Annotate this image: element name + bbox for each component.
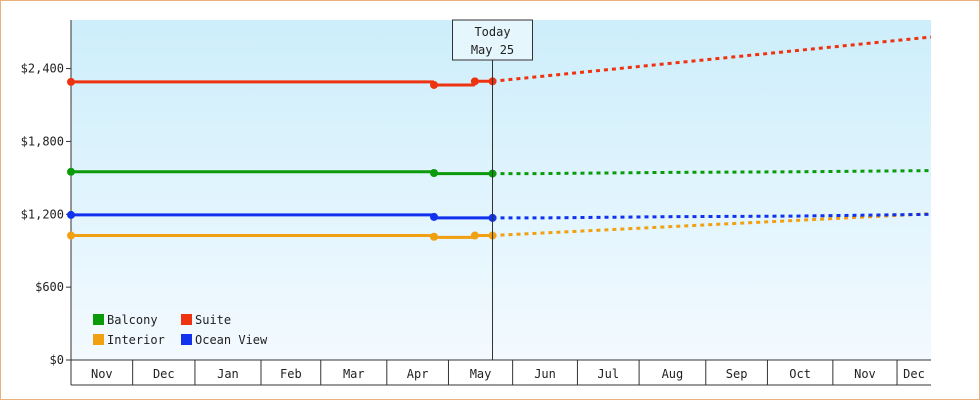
x-tick-label: Nov: [91, 367, 113, 381]
legend-label[interactable]: Balcony: [107, 313, 158, 327]
y-tick-label: $600: [35, 280, 64, 294]
today-box: [452, 19, 534, 61]
y-tick-label: $1,200: [21, 207, 64, 221]
series-point[interactable]: [429, 232, 438, 241]
series-point[interactable]: [429, 80, 438, 89]
x-tick-label: Nov: [854, 367, 876, 381]
x-tick-label: Dec: [903, 367, 925, 381]
y-axis: $0 $600 $1,200 $1,800 $2,400: [21, 20, 72, 367]
legend: Balcony Suite Interior Ocean View: [93, 313, 268, 347]
plot-area: [71, 20, 931, 360]
x-tick-label: May: [470, 367, 492, 381]
y-tick-label: $1,800: [21, 134, 64, 148]
x-tick-label: Oct: [789, 367, 811, 381]
x-tick-label: Jan: [217, 367, 239, 381]
series-forecast-line: [492, 212, 932, 220]
series-point[interactable]: [470, 77, 479, 86]
series-interior: [67, 212, 932, 241]
legend-label[interactable]: Interior: [107, 333, 165, 347]
series-suite: [67, 35, 932, 89]
x-tick-label: Jul: [597, 367, 619, 381]
series-point[interactable]: [67, 231, 75, 240]
series-forecast-line: [492, 212, 932, 237]
y-tick-label: $2,400: [21, 62, 64, 76]
series-point[interactable]: [67, 167, 75, 176]
series-point[interactable]: [67, 210, 75, 219]
series-ocean-view: [67, 210, 932, 222]
x-tick-label: Aug: [662, 367, 684, 381]
series-forecast-line: [492, 169, 932, 176]
series-point[interactable]: [67, 77, 75, 86]
x-tick-label: Feb: [280, 367, 302, 381]
today-label: Today: [474, 25, 510, 39]
today-marker: Today May 25: [452, 19, 534, 360]
x-tick-label: Apr: [407, 367, 429, 381]
x-tick-label: Mar: [343, 367, 365, 381]
y-tick-label: $0: [50, 353, 64, 367]
legend-label[interactable]: Ocean View: [195, 333, 268, 347]
legend-swatch: [181, 334, 192, 345]
legend-label[interactable]: Suite: [195, 313, 231, 327]
x-tick-label: Jun: [534, 367, 556, 381]
series-point[interactable]: [429, 169, 438, 177]
series-balcony: [67, 167, 932, 178]
series-point[interactable]: [429, 212, 438, 221]
today-label: May 25: [471, 43, 514, 57]
x-tick-label: Dec: [153, 367, 175, 381]
series-point[interactable]: [470, 231, 479, 240]
legend-swatch: [93, 334, 104, 345]
legend-swatch: [181, 314, 192, 325]
series-forecast-line: [492, 35, 932, 83]
series-lines: [67, 35, 932, 241]
legend-swatch: [93, 314, 104, 325]
x-tick-label: Sep: [726, 367, 748, 381]
x-axis: Nov Dec Jan Feb Mar Apr May Jun Jul Aug Sep Oct Nov D…: [70, 359, 931, 386]
